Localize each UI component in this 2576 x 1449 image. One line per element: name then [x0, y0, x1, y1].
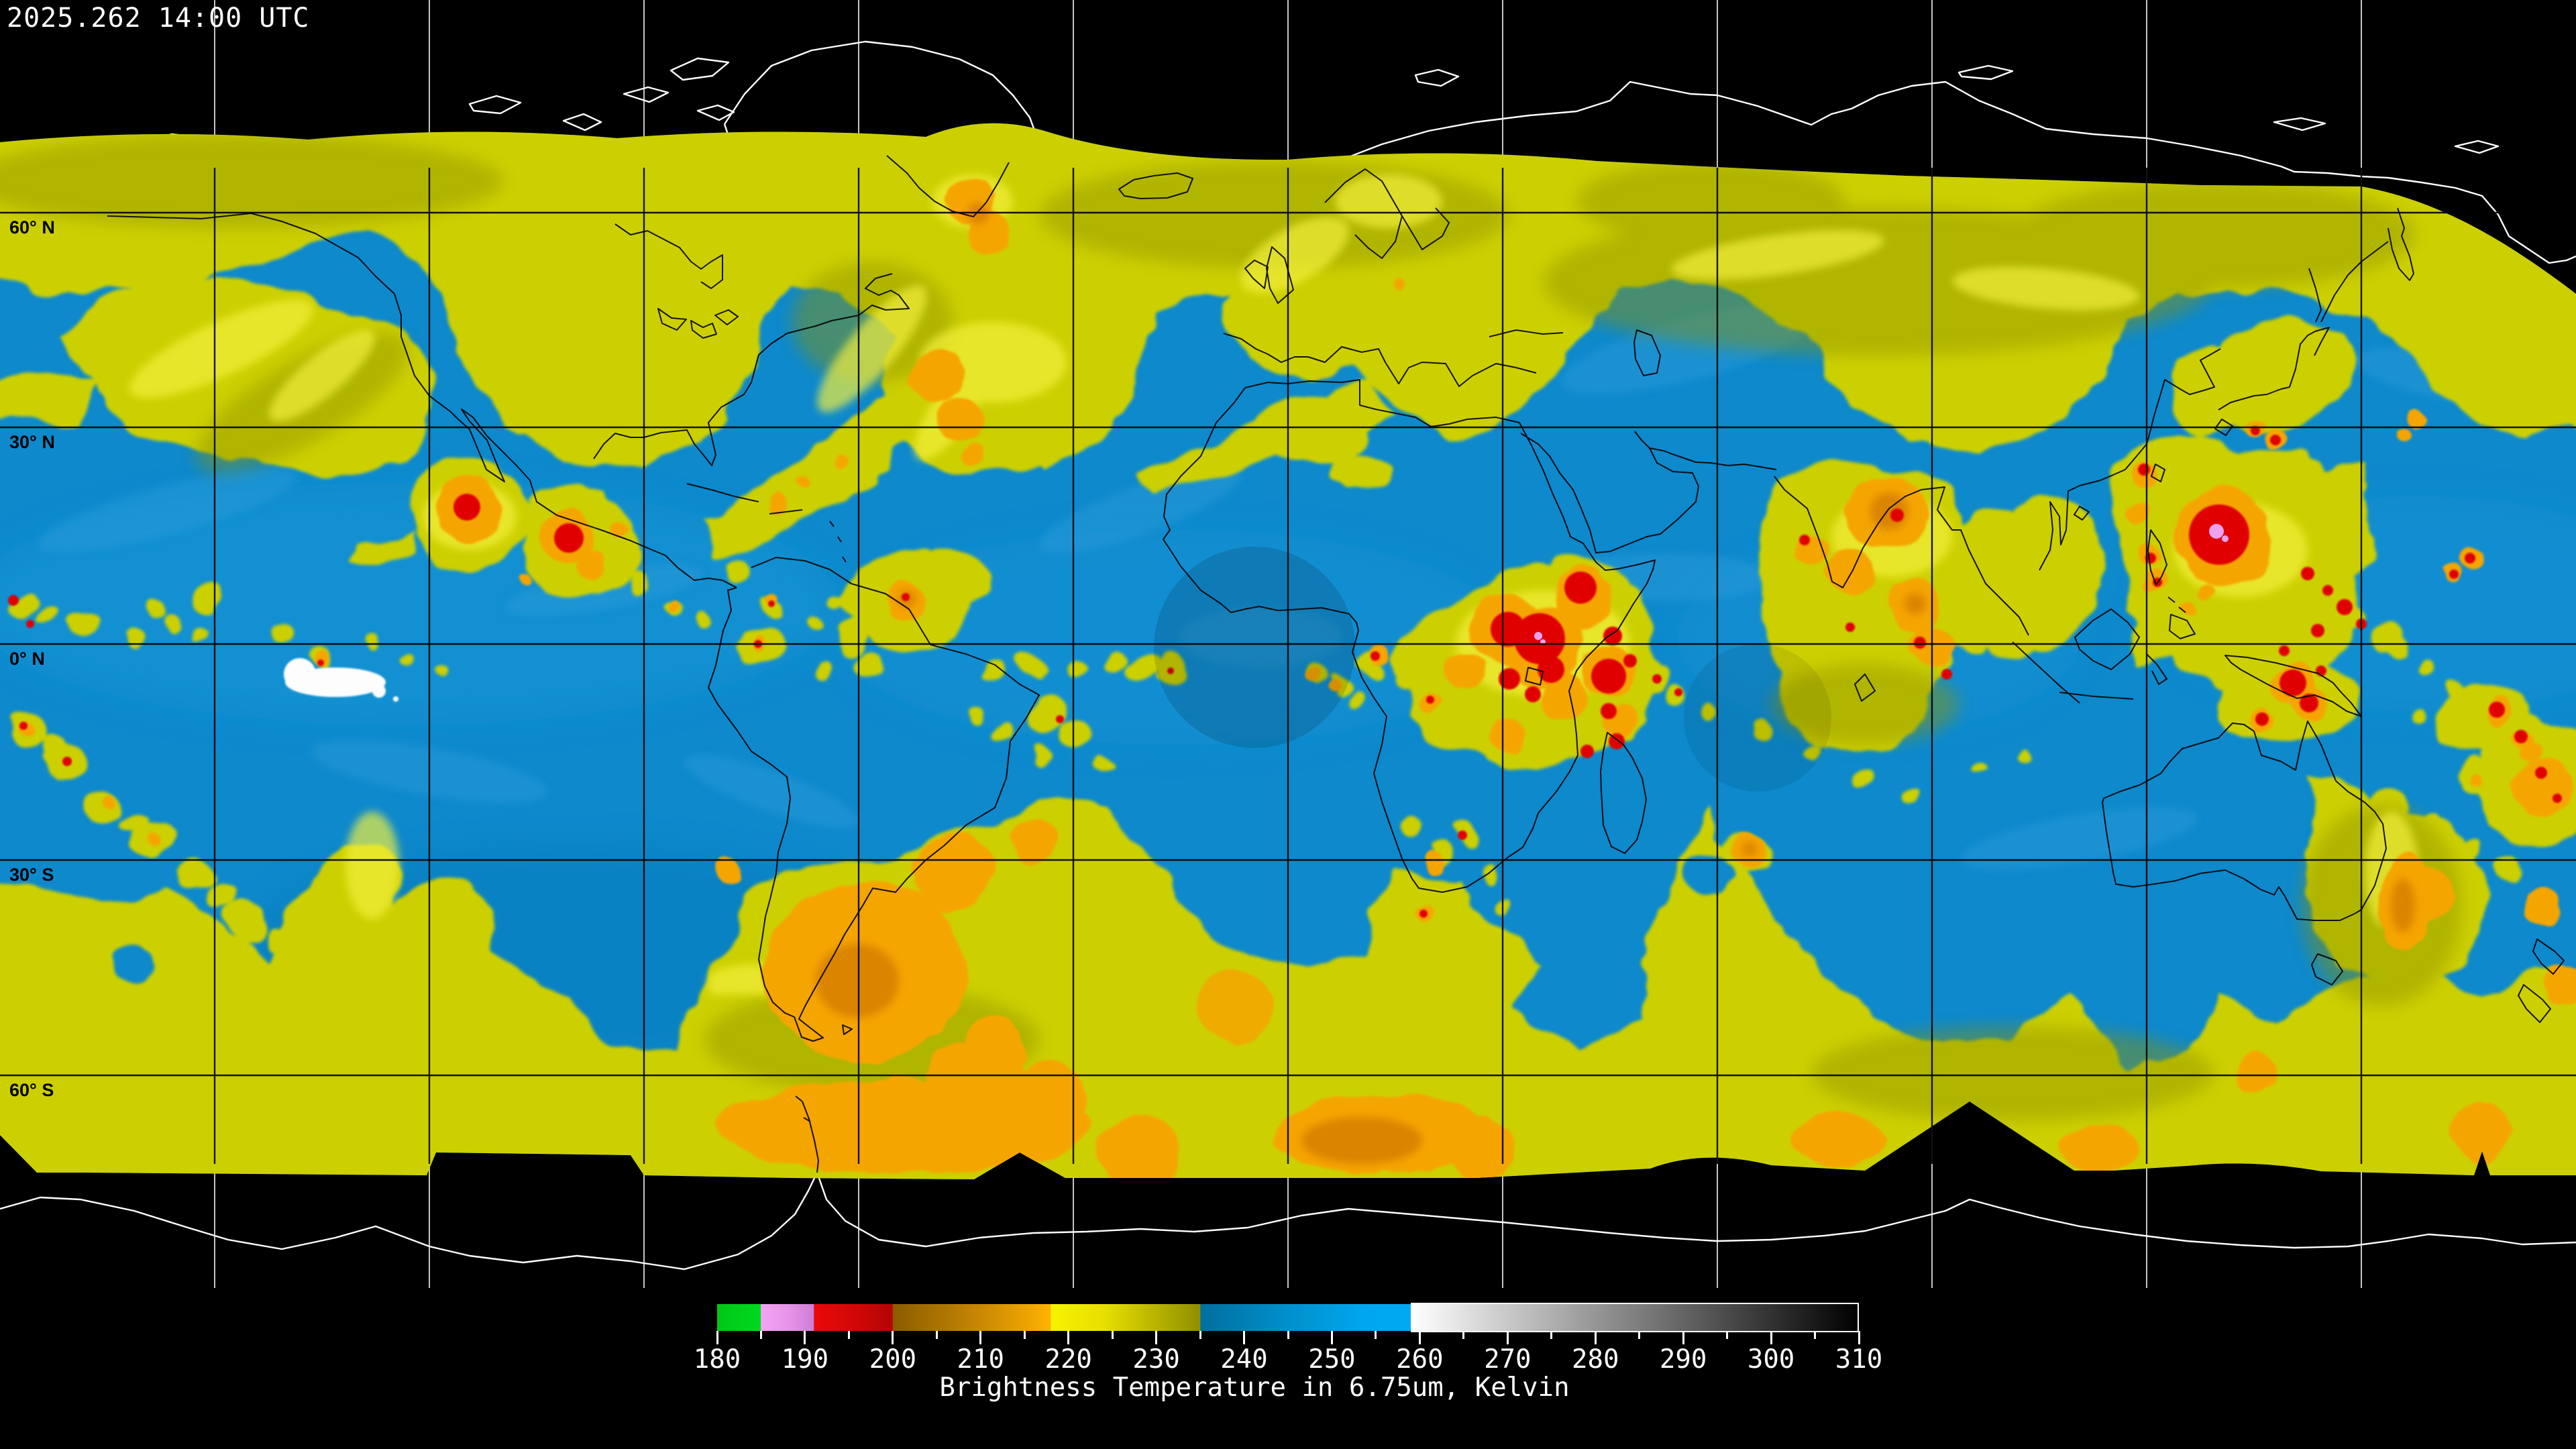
colorbar: 180 190 200 210 220 230 240 250 260 270 280 290 300 3…	[717, 1304, 1859, 1331]
colorbar-tick-major	[1067, 1331, 1069, 1344]
colorbar-tick-major	[804, 1331, 806, 1344]
colorbar-tick-label: 210	[957, 1344, 1004, 1375]
lat-label-30s: 30° S	[9, 865, 54, 885]
colorbar-tick-minor	[1024, 1331, 1026, 1339]
colorbar-tick-major	[1331, 1331, 1333, 1344]
lat-label-60s: 60° S	[9, 1080, 54, 1100]
lat-label-60n: 60° N	[9, 217, 55, 237]
colorbar-tick-label: 230	[1132, 1344, 1179, 1375]
colorbar-tick-label: 290	[1660, 1344, 1707, 1375]
colorbar-tick-label: 250	[1308, 1344, 1355, 1375]
colorbar-tick-minor	[936, 1331, 938, 1339]
colorbar-tick-minor	[1112, 1331, 1114, 1339]
colorbar-tick-major	[1595, 1331, 1597, 1344]
colorbar-tick-minor	[1814, 1331, 1816, 1339]
colorbar-gray-frame	[1411, 1303, 1859, 1332]
colorbar-tick-major	[1507, 1331, 1509, 1344]
lat-label-30n: 30° N	[9, 432, 55, 452]
colorbar-tick-minor	[1638, 1331, 1640, 1339]
colorbar-tick-major	[1243, 1331, 1245, 1344]
colorbar-caption: Brightness Temperature in 6.75um, Kelvin	[939, 1373, 1569, 1403]
hurricane-red-core	[453, 494, 480, 521]
colorbar-tick-major	[1858, 1331, 1860, 1344]
typhoon-magenta-center	[2209, 524, 2224, 539]
timestamp: 2025.262 14:00 UTC	[7, 3, 309, 34]
colorbar-tick-label: 240	[1220, 1344, 1267, 1375]
colorbar-tick-minor	[1550, 1331, 1552, 1339]
lat-label-0n: 0° N	[9, 649, 45, 669]
colorbar-tick-minor	[1375, 1331, 1377, 1339]
colorbar-tick-label: 260	[1396, 1344, 1443, 1375]
colorbar-tick-minor	[1199, 1331, 1201, 1339]
colorbar-tick-major	[1155, 1331, 1157, 1344]
colorbar-tick-label: 190	[782, 1344, 828, 1375]
colorbar-tick-major	[1682, 1331, 1684, 1344]
colorbar-tick-label: 300	[1748, 1344, 1794, 1375]
colorbar-tick-minor	[1462, 1331, 1464, 1339]
colorbar-tick-minor	[848, 1331, 850, 1339]
colorbar-tick-minor	[1287, 1331, 1289, 1339]
satellite-viewer: 60° N 30° N 0° N 30° S 60° S 2025.262 14…	[0, 0, 2576, 1449]
colorbar-tick-label: 200	[869, 1344, 916, 1375]
colorbar-tick-major	[716, 1331, 718, 1344]
colorbar-tick-label: 180	[694, 1344, 741, 1375]
colorbar-tick-label: 220	[1044, 1344, 1091, 1375]
colorbar-tick-label: 310	[1835, 1344, 1882, 1375]
colorbar-tick-minor	[1726, 1331, 1728, 1339]
colorbar-tick-label: 280	[1572, 1344, 1619, 1375]
colorbar-tick-minor	[760, 1331, 762, 1339]
colorbar-tick-major	[1770, 1331, 1772, 1344]
map-canvas: 60° N 30° N 0° N 30° S 60° S	[0, 0, 2576, 1288]
colorbar-tick-major	[1419, 1331, 1421, 1344]
colorbar-tick-major	[979, 1331, 981, 1344]
colorbar-tick-label: 270	[1484, 1344, 1531, 1375]
colorbar-tick-major	[892, 1331, 894, 1344]
